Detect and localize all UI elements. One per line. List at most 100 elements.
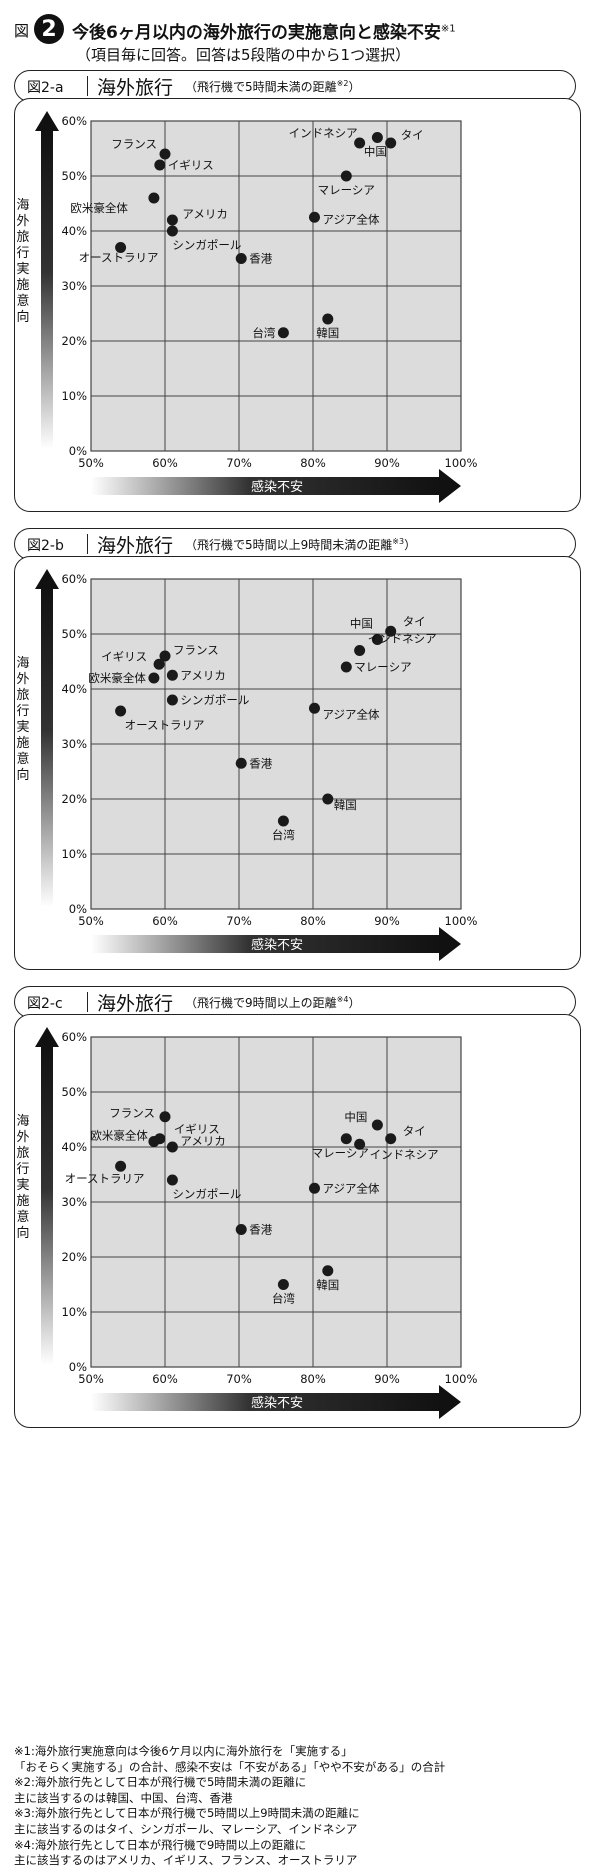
data-point-label: タイ (403, 614, 426, 628)
y-tick-label: 50% (61, 169, 87, 183)
figure-number-badge: 2 (34, 14, 64, 44)
y-tick-label: 40% (61, 224, 87, 238)
panel-c-note-close: ） (348, 996, 361, 1010)
y-axis-arrow-shaft (41, 129, 53, 449)
panel-a-name: 海外旅行 (97, 77, 174, 99)
y-axis-label: 海外旅行実施意向 (16, 1114, 29, 1241)
panel-c: 50% 60% 70% 80% 90% 100% 0% 10% 20% 30% 40% 50% 60% 海… (14, 1014, 581, 1428)
y-tick-label: 40% (61, 682, 87, 696)
panel-c-note-mark: ※4 (336, 995, 349, 1004)
data-point (277, 327, 289, 339)
footnote-line: 「おそらく実施する」の合計、感染不安は「不安がある」「やや不安がある」の合計 (14, 1759, 446, 1774)
data-point (308, 702, 320, 714)
x-tick-label: 60% (152, 456, 178, 470)
data-point-label: タイ (403, 1124, 426, 1138)
panel-a-divider (87, 76, 88, 96)
x-tick-label: 80% (300, 456, 326, 470)
x-axis-arrow-shaft (91, 477, 441, 495)
data-point (154, 159, 166, 171)
data-point-label: シンガポール (172, 238, 241, 252)
y-tick-label: 50% (61, 627, 87, 641)
data-point (322, 1265, 334, 1277)
footnote-line: 主に該当するのはタイ、シンガポール、マレーシア、インドネシア (14, 1821, 358, 1836)
x-tick-label: 90% (374, 456, 400, 470)
data-point-label: アメリカ (180, 668, 225, 682)
figure-title-text: 今後6ヶ月以内の海外旅行の実施意向と感染不安 (72, 23, 441, 43)
data-point (385, 1133, 397, 1145)
data-point (385, 625, 397, 637)
x-axis-arrow-shaft (91, 1393, 441, 1411)
panel-a-header: 図2-a 海外旅行 （飛行機で5時間未満の距離※2） (14, 70, 576, 102)
data-point (340, 170, 352, 182)
data-point-label: 中国 (344, 1110, 367, 1124)
panel-b: 50% 60% 70% 80% 90% 100% 0% 10% 20% 30% 40% 50% 60% 海… (14, 556, 581, 970)
y-tick-label: 60% (61, 572, 87, 586)
panel-a-fig-label: 図2-a (27, 80, 64, 96)
y-axis-arrow-shaft (41, 587, 53, 907)
panel-b-note-close: ） (404, 538, 417, 552)
y-tick-label: 20% (61, 1250, 87, 1264)
data-point-label: 韓国 (316, 1278, 339, 1292)
figure-title-note: ※1 (440, 23, 456, 35)
y-tick-label: 10% (61, 847, 87, 861)
data-point (159, 1111, 171, 1123)
data-point (308, 211, 320, 223)
footnote-line: ※3:海外旅行先として日本が飛行機で5時間以上9時間未満の距離に (14, 1806, 360, 1821)
y-tick-label: 60% (61, 1030, 87, 1044)
data-point-label: 韓国 (316, 326, 339, 340)
x-tick-label: 70% (226, 456, 252, 470)
panel-c-fig-label: 図2-c (27, 996, 63, 1012)
data-point-label: イギリス (174, 1122, 220, 1136)
footnotes: ※1:海外旅行実施意向は今後6ケ月以内に海外旅行を「実施する」 「おそらく実施す… (14, 1744, 584, 1869)
data-point (235, 253, 247, 264)
y-axis-arrow-head (35, 1027, 59, 1047)
data-point-label: 香港 (249, 756, 272, 770)
data-point (354, 645, 366, 656)
panel-c-name: 海外旅行 (97, 993, 174, 1015)
data-point-label: フランス (111, 137, 157, 151)
data-point (166, 669, 178, 681)
data-point-label: シンガポール (180, 693, 249, 707)
y-tick-label: 20% (61, 334, 87, 348)
chart-a: 50% 60% 70% 80% 90% 100% 0% 10% 20% 30% 40% 50% 60% 海… (16, 111, 478, 503)
data-point (166, 225, 178, 237)
panel-b-fig-label: 図2-b (27, 538, 64, 554)
data-point (340, 661, 352, 673)
y-tick-label: 0% (69, 1360, 87, 1374)
data-point-label: フランス (173, 643, 219, 657)
data-point (371, 132, 383, 143)
data-point-label: アジア全体 (322, 1181, 380, 1195)
data-point-label: マレーシア (318, 183, 375, 197)
data-point-label: 台湾 (252, 326, 275, 340)
x-tick-label: 50% (78, 914, 104, 928)
data-point (235, 757, 247, 769)
x-axis-label: 感染不安 (251, 937, 303, 953)
data-point (340, 1133, 352, 1145)
footnote-line: ※4:海外旅行先として日本が飛行機で9時間以上の距離に (14, 1837, 307, 1852)
data-point (354, 137, 366, 149)
data-point (371, 1119, 383, 1131)
x-tick-label: 100% (445, 914, 478, 928)
chart-c: 50% 60% 70% 80% 90% 100% 0% 10% 20% 30% 40% 50% 60% 海… (16, 1027, 478, 1419)
y-axis-arrow-head (35, 569, 59, 589)
data-point-label: 中国 (364, 145, 387, 159)
panel-b-header: 図2-b 海外旅行 （飛行機で5時間以上9時間未満の距離※3） (14, 528, 576, 560)
x-axis-label: 感染不安 (251, 1395, 303, 1411)
x-tick-label: 60% (152, 1372, 178, 1386)
x-tick-label: 60% (152, 914, 178, 928)
y-tick-label: 60% (61, 114, 87, 128)
x-axis-arrow-head (439, 1385, 461, 1419)
x-tick-label: 80% (300, 914, 326, 928)
data-point (277, 1279, 289, 1290)
y-tick-label: 0% (69, 902, 87, 916)
panel-b-note-text: （飛行機で5時間以上9時間未満の距離 (185, 538, 393, 552)
panel-a-note-close: ） (348, 80, 361, 94)
panel-a-note: （飛行機で5時間未満の距離※2） (185, 78, 360, 95)
y-tick-label: 30% (61, 279, 87, 293)
y-axis-label: 海外旅行実施意向 (16, 198, 29, 325)
data-point-label: 欧米豪全体 (70, 201, 128, 215)
data-point (166, 1141, 178, 1153)
x-tick-label: 90% (374, 914, 400, 928)
data-point-label: イギリス (101, 649, 147, 663)
data-point-label: オーストラリア (65, 1171, 145, 1185)
